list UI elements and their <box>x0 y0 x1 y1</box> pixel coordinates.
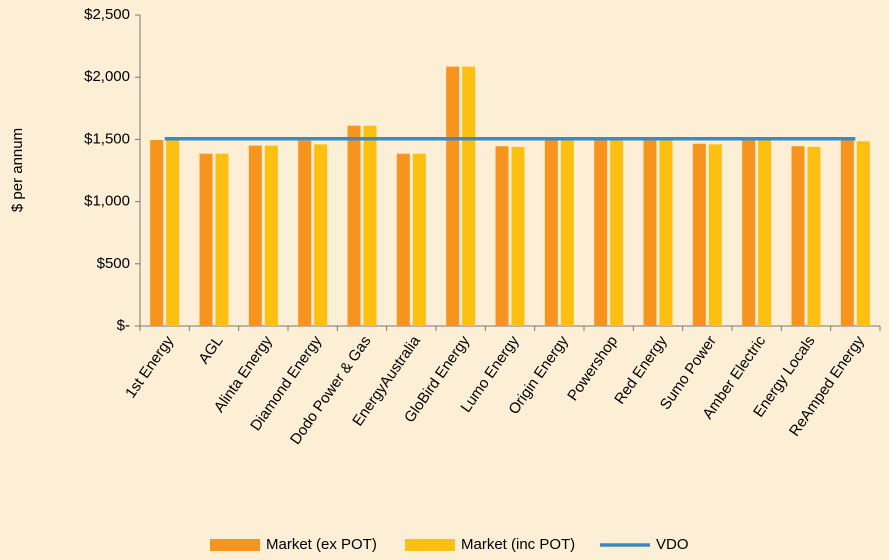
bar <box>495 146 509 326</box>
bar <box>511 146 525 326</box>
bar <box>758 139 772 326</box>
y-tick-label: $1,500 <box>84 130 130 147</box>
bar <box>248 145 262 326</box>
bar <box>594 139 608 326</box>
bar <box>807 146 821 326</box>
bar <box>560 139 574 326</box>
bar <box>462 66 476 326</box>
bar <box>150 140 164 326</box>
x-tick-label: Powershop <box>564 333 621 404</box>
bar <box>692 143 706 326</box>
bar <box>347 125 361 326</box>
bar <box>166 140 180 326</box>
y-tick-label: $1,000 <box>84 193 130 210</box>
x-tick-label: AGL <box>195 333 226 367</box>
x-tick-label: 1st Energy <box>122 332 177 401</box>
y-tick-label: $- <box>117 317 130 334</box>
bar <box>856 141 870 326</box>
legend-label: VDO <box>656 536 689 553</box>
bar <box>396 153 410 326</box>
y-axis-label: $ per annum <box>9 128 26 212</box>
bar <box>446 66 460 326</box>
y-tick-label: $2,000 <box>84 68 130 85</box>
bar <box>643 139 657 326</box>
bar <box>264 145 278 326</box>
legend-label: Market (inc POT) <box>461 536 575 553</box>
y-tick-label: $500 <box>97 255 130 272</box>
bar <box>314 144 328 326</box>
bar <box>610 139 624 326</box>
bar <box>298 140 312 326</box>
bar <box>412 153 426 326</box>
bar <box>215 153 229 326</box>
bar <box>742 139 756 326</box>
legend-swatch <box>405 539 455 551</box>
bar <box>544 139 558 326</box>
legend-swatch <box>210 539 260 551</box>
bar <box>708 144 722 326</box>
bar <box>363 125 377 326</box>
bar <box>840 139 854 326</box>
bar <box>659 139 673 326</box>
bar <box>199 153 213 326</box>
bar <box>791 146 805 326</box>
y-tick-label: $2,500 <box>84 6 130 23</box>
legend-label: Market (ex POT) <box>266 536 377 553</box>
